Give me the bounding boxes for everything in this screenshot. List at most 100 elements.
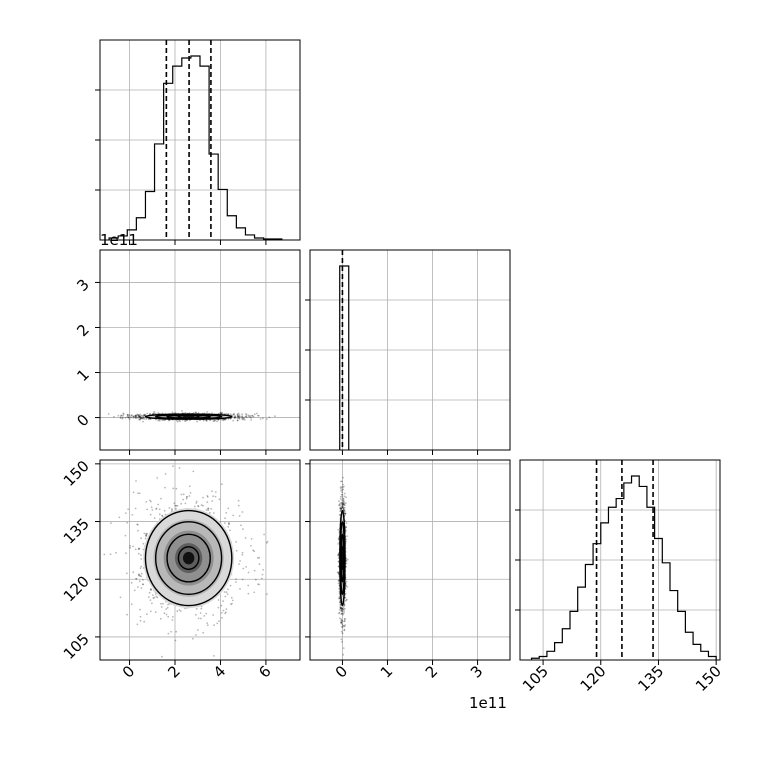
scatter-point [342, 647, 345, 649]
scatter-point [337, 537, 340, 540]
scatter-point [137, 573, 140, 576]
scatter-point [165, 608, 168, 610]
scatter-point [132, 491, 135, 494]
scatter-point [170, 630, 173, 633]
scatter-point [124, 417, 127, 419]
scatter-point [268, 416, 271, 419]
scatter-point [253, 569, 256, 572]
scatter-point [186, 496, 188, 498]
scatter-point [340, 618, 343, 621]
scatter-point [236, 413, 239, 416]
scatter-point [157, 412, 160, 414]
scatter-point [126, 415, 129, 418]
scatter-point [184, 502, 187, 505]
scatter-point [344, 510, 346, 513]
scatter-point [146, 508, 149, 511]
scatter-point [188, 495, 191, 497]
scatter-point [337, 529, 340, 531]
histogram-param3 [530, 475, 717, 660]
scatter-point [214, 495, 217, 498]
contour-panel-param2-vs-param3 [336, 476, 349, 656]
scatter-point [336, 571, 339, 574]
scatter-point [157, 419, 160, 422]
scatter-point [125, 552, 127, 554]
scatter-point [130, 416, 133, 419]
scatter-point [337, 557, 340, 560]
x-tick-label: 2 [422, 662, 441, 681]
scatter-point [143, 620, 146, 623]
scatter-point [167, 603, 169, 606]
scatter-point [179, 610, 182, 612]
scatter-point [194, 411, 197, 414]
scatter-point [344, 513, 347, 515]
scatter-point [220, 411, 223, 414]
scatter-point [139, 418, 142, 420]
scatter-point [140, 565, 143, 568]
scatter-point [343, 625, 346, 628]
scatter-point [223, 418, 226, 421]
scatter-point [343, 495, 346, 498]
scatter-point [242, 528, 244, 530]
scatter-point [339, 502, 342, 504]
scatter-point [213, 655, 215, 657]
scatter-point [239, 415, 241, 418]
scatter-point [175, 419, 178, 422]
scatter-point [341, 608, 344, 610]
scatter-point [339, 506, 342, 509]
scatter-point [167, 615, 170, 618]
scatter-point [223, 418, 226, 421]
scatter-point [145, 535, 148, 538]
scatter-point [205, 509, 208, 511]
tick-marks [95, 89, 717, 665]
scatter-point [220, 412, 223, 415]
scatter-point [135, 577, 138, 580]
scatter-point [338, 612, 340, 615]
scatter-point [233, 412, 235, 415]
scatter-point [338, 587, 340, 590]
scatter-point [224, 418, 227, 421]
scatter-point [107, 413, 110, 415]
scatter-point [242, 417, 245, 420]
scatter-point [132, 415, 134, 418]
scatter-point [338, 514, 341, 516]
y-tick-label: 3 [73, 276, 92, 295]
scatter-point [127, 416, 130, 419]
scatter-point [184, 419, 187, 422]
scatter-point [250, 416, 253, 419]
scatter-point [345, 560, 348, 562]
scatter-point [344, 588, 347, 590]
scatter-point [237, 416, 240, 418]
scatter-point [122, 413, 125, 416]
scatter-point [127, 414, 129, 416]
scatter-point [337, 554, 340, 557]
scatter-point [342, 613, 344, 616]
scatter-point [134, 416, 137, 419]
scatter-point [119, 417, 122, 419]
scatter-point [343, 485, 345, 488]
scatter-point [342, 503, 344, 505]
chart-marks [103, 40, 717, 660]
scatter-point [118, 516, 121, 519]
scatter-point [247, 414, 250, 417]
scatter-point [138, 416, 141, 418]
contour-panel-param1-vs-param2 [107, 410, 276, 423]
scatter-point [238, 563, 240, 565]
scatter-point [206, 495, 209, 497]
scatter-point [209, 419, 212, 422]
scatter-point [339, 507, 342, 510]
scatter-point [226, 593, 229, 596]
scatter-point [236, 413, 239, 416]
scatter-point [217, 606, 220, 609]
scatter-point [235, 541, 238, 543]
scatter-point [178, 419, 181, 422]
scatter-point [141, 417, 144, 420]
scatter-point [221, 617, 223, 619]
scatter-point [341, 608, 344, 610]
scatter-point [171, 508, 173, 510]
scatter-point [126, 413, 129, 416]
scatter-point [139, 567, 142, 569]
scatter-point [195, 634, 197, 636]
scatter-point [231, 602, 233, 605]
scatter-point [142, 579, 144, 581]
